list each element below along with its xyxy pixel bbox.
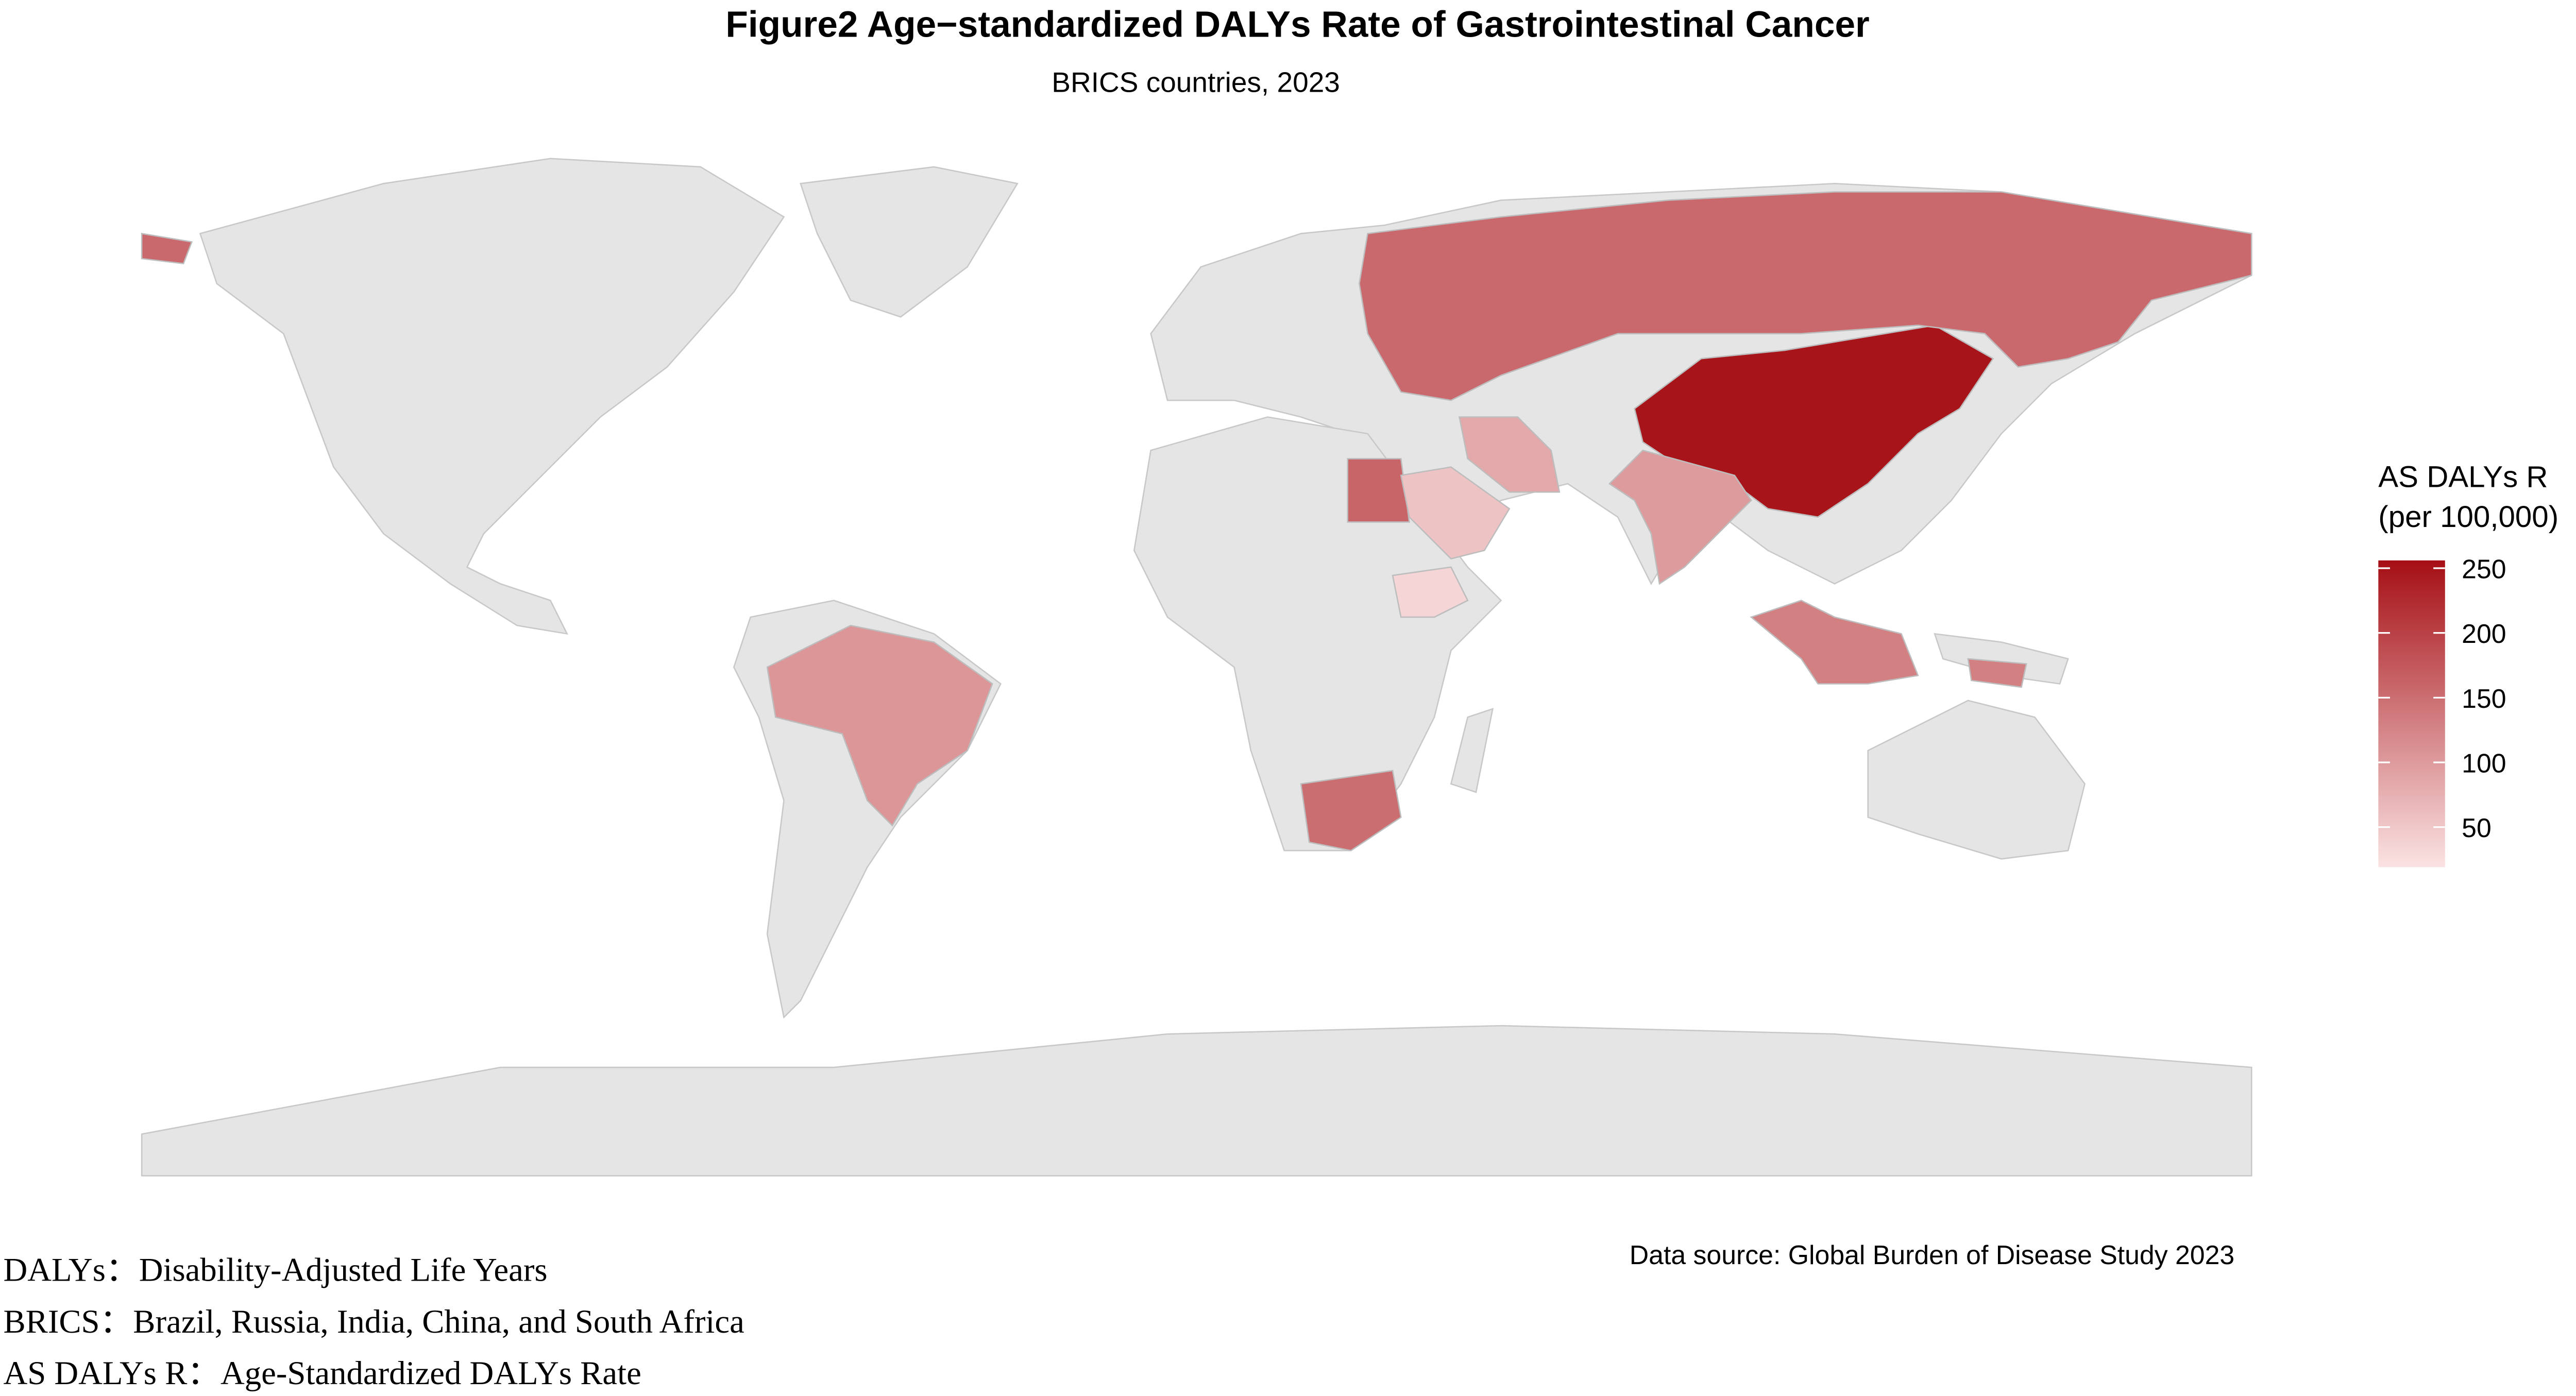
land [1450, 708, 1494, 793]
map-title: Figure2 Age−standardized DALYs Rate of G… [725, 4, 1869, 45]
legend-title: (per 100,000) [2378, 500, 2558, 534]
land [199, 158, 785, 635]
country [1392, 566, 1469, 618]
country [1347, 458, 1410, 523]
countries [141, 191, 2252, 852]
country [766, 624, 993, 827]
country [1400, 466, 1511, 560]
country [1750, 600, 2027, 688]
legend-tick-label: 50 [2462, 813, 2492, 843]
legend-title: AS DALYs R [2378, 460, 2548, 493]
note: BRICS：Brazil, Russia, India, China, and … [3, 1303, 744, 1340]
legend-tick-label: 200 [2462, 619, 2506, 649]
color-bar [2378, 560, 2445, 867]
land [141, 1025, 2252, 1177]
data-source: Data source: Global Burden of Disease St… [1630, 1240, 2234, 1270]
country [141, 191, 2252, 401]
country [1300, 770, 1402, 852]
land [1934, 633, 2069, 685]
legend: AS DALYs R (per 100,000) 50 100 150 200 250 [2378, 460, 2558, 867]
legend-tick-label: 250 [2462, 554, 2506, 584]
legend-tick-label: 150 [2462, 684, 2506, 713]
note: AS DALYs R：Age-Standardized DALYs Rate [3, 1355, 641, 1392]
legend-tick-label: 100 [2462, 748, 2506, 778]
note: DALYs：Disability-Adjusted Life Years [3, 1251, 547, 1288]
country [1459, 416, 1561, 493]
land [800, 166, 1019, 318]
country [1608, 449, 1752, 585]
map-subtitle: BRICS countries, 2023 [1052, 66, 1340, 98]
notes: DALYs：Disability-Adjusted Life Years BRI… [3, 1251, 744, 1392]
land [1867, 700, 2086, 860]
